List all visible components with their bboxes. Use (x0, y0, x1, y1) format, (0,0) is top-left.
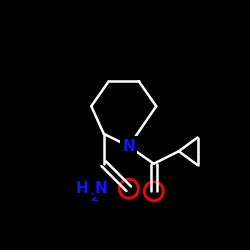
Text: 2: 2 (90, 193, 98, 203)
Text: H: H (76, 181, 89, 196)
Text: N: N (122, 139, 135, 154)
Text: N: N (95, 181, 108, 196)
